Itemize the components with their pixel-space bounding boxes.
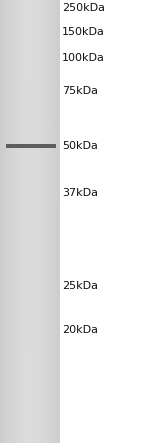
Bar xyxy=(12,0,13,443)
Bar xyxy=(13,0,14,443)
Bar xyxy=(18,0,19,443)
Bar xyxy=(11,0,12,443)
Bar xyxy=(14,0,16,443)
Bar xyxy=(32,0,34,443)
Bar xyxy=(26,0,28,443)
Text: 25kDa: 25kDa xyxy=(62,281,98,291)
Bar xyxy=(47,0,48,443)
Bar xyxy=(0,0,1,443)
Bar xyxy=(31,0,32,443)
Bar xyxy=(55,0,56,443)
Bar xyxy=(24,0,25,443)
Bar xyxy=(50,0,52,443)
Text: 100kDa: 100kDa xyxy=(62,54,105,63)
Bar xyxy=(54,0,55,443)
Bar xyxy=(19,0,20,443)
Bar xyxy=(37,0,38,443)
Text: 150kDa: 150kDa xyxy=(62,27,105,37)
Bar xyxy=(46,0,47,443)
Bar xyxy=(34,0,35,443)
Bar xyxy=(56,0,58,443)
Text: 250kDa: 250kDa xyxy=(62,3,105,13)
Bar xyxy=(58,0,59,443)
Bar xyxy=(22,0,23,443)
Bar xyxy=(42,0,43,443)
Bar xyxy=(29,0,30,443)
Text: 75kDa: 75kDa xyxy=(62,86,98,96)
Text: 37kDa: 37kDa xyxy=(62,188,98,198)
Bar xyxy=(41,0,42,443)
Bar xyxy=(4,0,5,443)
Bar xyxy=(44,0,46,443)
Bar xyxy=(8,0,10,443)
Bar xyxy=(6,0,7,443)
Bar xyxy=(23,0,24,443)
Bar xyxy=(6,144,56,148)
Bar xyxy=(36,0,37,443)
Bar xyxy=(1,0,2,443)
Text: 50kDa: 50kDa xyxy=(62,141,98,151)
Bar xyxy=(16,0,17,443)
Bar xyxy=(49,0,50,443)
Bar xyxy=(52,0,53,443)
Bar xyxy=(5,0,6,443)
Bar xyxy=(17,0,18,443)
Bar xyxy=(10,0,11,443)
Bar xyxy=(20,0,22,443)
Bar xyxy=(38,0,40,443)
Text: 20kDa: 20kDa xyxy=(62,325,98,335)
Bar xyxy=(7,0,8,443)
Bar xyxy=(2,0,4,443)
Bar xyxy=(43,0,44,443)
Bar xyxy=(0,0,60,443)
Bar xyxy=(40,0,41,443)
Bar xyxy=(48,0,49,443)
Bar xyxy=(28,0,29,443)
Bar xyxy=(59,0,60,443)
Bar xyxy=(53,0,54,443)
Bar xyxy=(25,0,26,443)
Bar xyxy=(35,0,36,443)
Bar xyxy=(30,0,31,443)
